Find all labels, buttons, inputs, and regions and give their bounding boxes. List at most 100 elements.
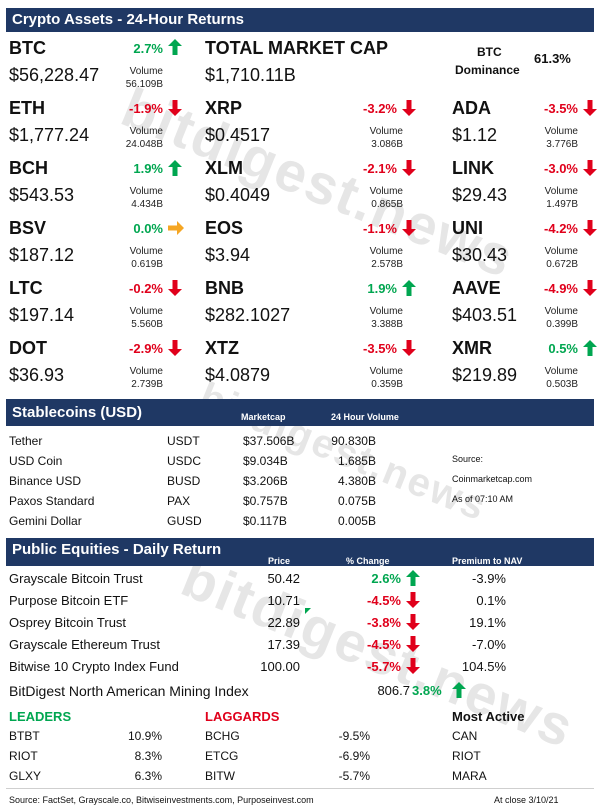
uni-volume: 0.672B — [546, 259, 578, 270]
equity-row: Grayscale Ethereum Trust 17.39 -4.5% -7.0% — [0, 636, 600, 659]
bnb-symbol: BNB — [205, 278, 244, 298]
link-symbol: LINK — [452, 158, 494, 178]
stablecoin-volume: 90.830B — [331, 434, 376, 448]
dot-price: $36.93 — [9, 365, 65, 385]
eos-price: $3.94 — [205, 245, 251, 265]
xmr-change: 0.5% — [548, 341, 578, 356]
footer-divider — [6, 788, 594, 789]
equity-row: Grayscale Bitcoin Trust 50.42 2.6% -3.9% — [0, 570, 600, 593]
stablecoin-marketcap: $9.034B — [243, 454, 288, 468]
down-arrow-icon — [168, 340, 182, 356]
btc-symbol: BTC — [9, 38, 46, 58]
volume-label: Volume — [369, 126, 403, 137]
xrp-symbol: XRP — [205, 98, 243, 118]
xmr-volume: 0.503B — [546, 379, 578, 390]
leader-value: 8.3% — [134, 749, 162, 763]
leader-ticker: GLXY — [9, 769, 42, 783]
bnb-volume: 3.388B — [371, 319, 403, 330]
eos-change: -1.1% — [363, 221, 397, 236]
equity-change: -5.7% — [367, 659, 401, 674]
link-change: -3.0% — [544, 161, 578, 176]
total-market-cap-label: TOTAL MARKET CAP — [205, 38, 388, 58]
stablecoin-col-volume: 24 Hour Volume — [331, 412, 399, 422]
equity-price: 17.39 — [267, 637, 300, 652]
xmr-symbol: XMR — [452, 338, 492, 358]
xrp-price: $0.4517 — [205, 125, 271, 145]
equity-price: 22.89 — [267, 615, 300, 630]
stablecoin-name: Paxos Standard — [9, 494, 95, 508]
ada-price: $1.12 — [452, 125, 498, 145]
eth-symbol: ETH — [9, 98, 45, 118]
down-arrow-icon — [583, 100, 597, 116]
btc-dominance-label: BTC — [477, 45, 502, 59]
as-of-time: As of 07:10 AM — [452, 494, 514, 504]
mining-index-change: 3.8% — [412, 683, 442, 698]
footer-close-date: At close 3/10/21 — [494, 795, 559, 805]
stablecoin-ticker: GUSD — [167, 514, 202, 528]
stablecoin-row: Paxos Standard PAX $0.757B 0.075B — [0, 494, 600, 514]
down-arrow-icon — [406, 592, 420, 608]
dot-volume: 2.739B — [131, 379, 163, 390]
equity-row: Osprey Bitcoin Trust 22.89 -3.8% 19.1% — [0, 614, 600, 637]
volume-label: Volume — [544, 186, 578, 197]
most-active-ticker: MARA — [452, 769, 487, 783]
stablecoin-name: USD Coin — [9, 454, 63, 468]
laggard-value: -5.7% — [338, 769, 370, 783]
equity-name: Grayscale Bitcoin Trust — [9, 571, 143, 586]
stablecoin-name: Binance USD — [9, 474, 82, 488]
leader-value: 6.3% — [134, 769, 162, 783]
ltc-volume: 5.560B — [131, 319, 163, 330]
xtz-symbol: XTZ — [205, 338, 239, 358]
down-arrow-icon — [168, 100, 182, 116]
stablecoin-volume: 1.685B — [337, 454, 376, 468]
xrp-change: -3.2% — [363, 101, 397, 116]
equity-change: -3.8% — [367, 615, 401, 630]
btc-dominance-value: 61.3% — [534, 51, 571, 66]
down-arrow-icon — [402, 100, 416, 116]
stablecoin-row: Binance USD BUSD $3.206B 4.380B — [0, 474, 600, 494]
aave-volume: 0.399B — [546, 319, 578, 330]
volume-label: Volume — [544, 246, 578, 257]
volume-label: Volume — [129, 186, 163, 197]
laggard-ticker: BCHG — [205, 729, 240, 743]
total-market-cap-value: $1,710.11B — [205, 65, 296, 85]
xtz-volume: 0.359B — [371, 379, 403, 390]
down-arrow-icon — [402, 340, 416, 356]
up-arrow-icon — [452, 682, 466, 698]
most-active-ticker: RIOT — [452, 749, 481, 763]
equity-premium: 19.1% — [469, 615, 506, 630]
btc-change: 2.7% — [133, 41, 163, 56]
link-volume: 1.497B — [546, 199, 578, 210]
stablecoin-ticker: USDC — [167, 454, 202, 468]
xmr-price: $219.89 — [452, 365, 518, 385]
stablecoin-marketcap: $37.506B — [243, 434, 295, 448]
laggard-ticker: ETCG — [205, 749, 239, 763]
equities-col-premium: Premium to NAV — [452, 556, 523, 566]
volume-label: Volume — [129, 366, 163, 377]
uni-symbol: UNI — [452, 218, 483, 238]
stablecoin-marketcap: $3.206B — [243, 474, 288, 488]
volume-label: Volume — [129, 246, 163, 257]
equity-premium: -7.0% — [472, 637, 506, 652]
source-value: Coinmarketcap.com — [452, 474, 533, 484]
stablecoin-ticker: BUSD — [167, 474, 201, 488]
volume-label: Volume — [129, 66, 163, 77]
laggard-ticker: BITW — [205, 769, 235, 783]
bch-change: 1.9% — [133, 161, 163, 176]
equity-name: Osprey Bitcoin Trust — [9, 615, 127, 630]
btc-price: $56,228.47 — [9, 65, 100, 85]
volume-label: Volume — [369, 306, 403, 317]
bch-volume: 4.434B — [131, 199, 163, 210]
bnb-price: $282.1027 — [205, 305, 291, 325]
uni-price: $30.43 — [452, 245, 508, 265]
xlm-symbol: XLM — [205, 158, 243, 178]
volume-label: Volume — [544, 306, 578, 317]
stablecoin-marketcap: $0.757B — [243, 494, 288, 508]
volume-label: Volume — [544, 366, 578, 377]
up-arrow-icon — [168, 160, 182, 176]
xlm-volume: 0.865B — [371, 199, 403, 210]
equity-price: 10.71 — [267, 593, 300, 608]
xtz-change: -3.5% — [363, 341, 397, 356]
equity-row: Bitwise 10 Crypto Index Fund 100.00 -5.7% 1… — [0, 658, 600, 681]
volume-label: Volume — [544, 126, 578, 137]
